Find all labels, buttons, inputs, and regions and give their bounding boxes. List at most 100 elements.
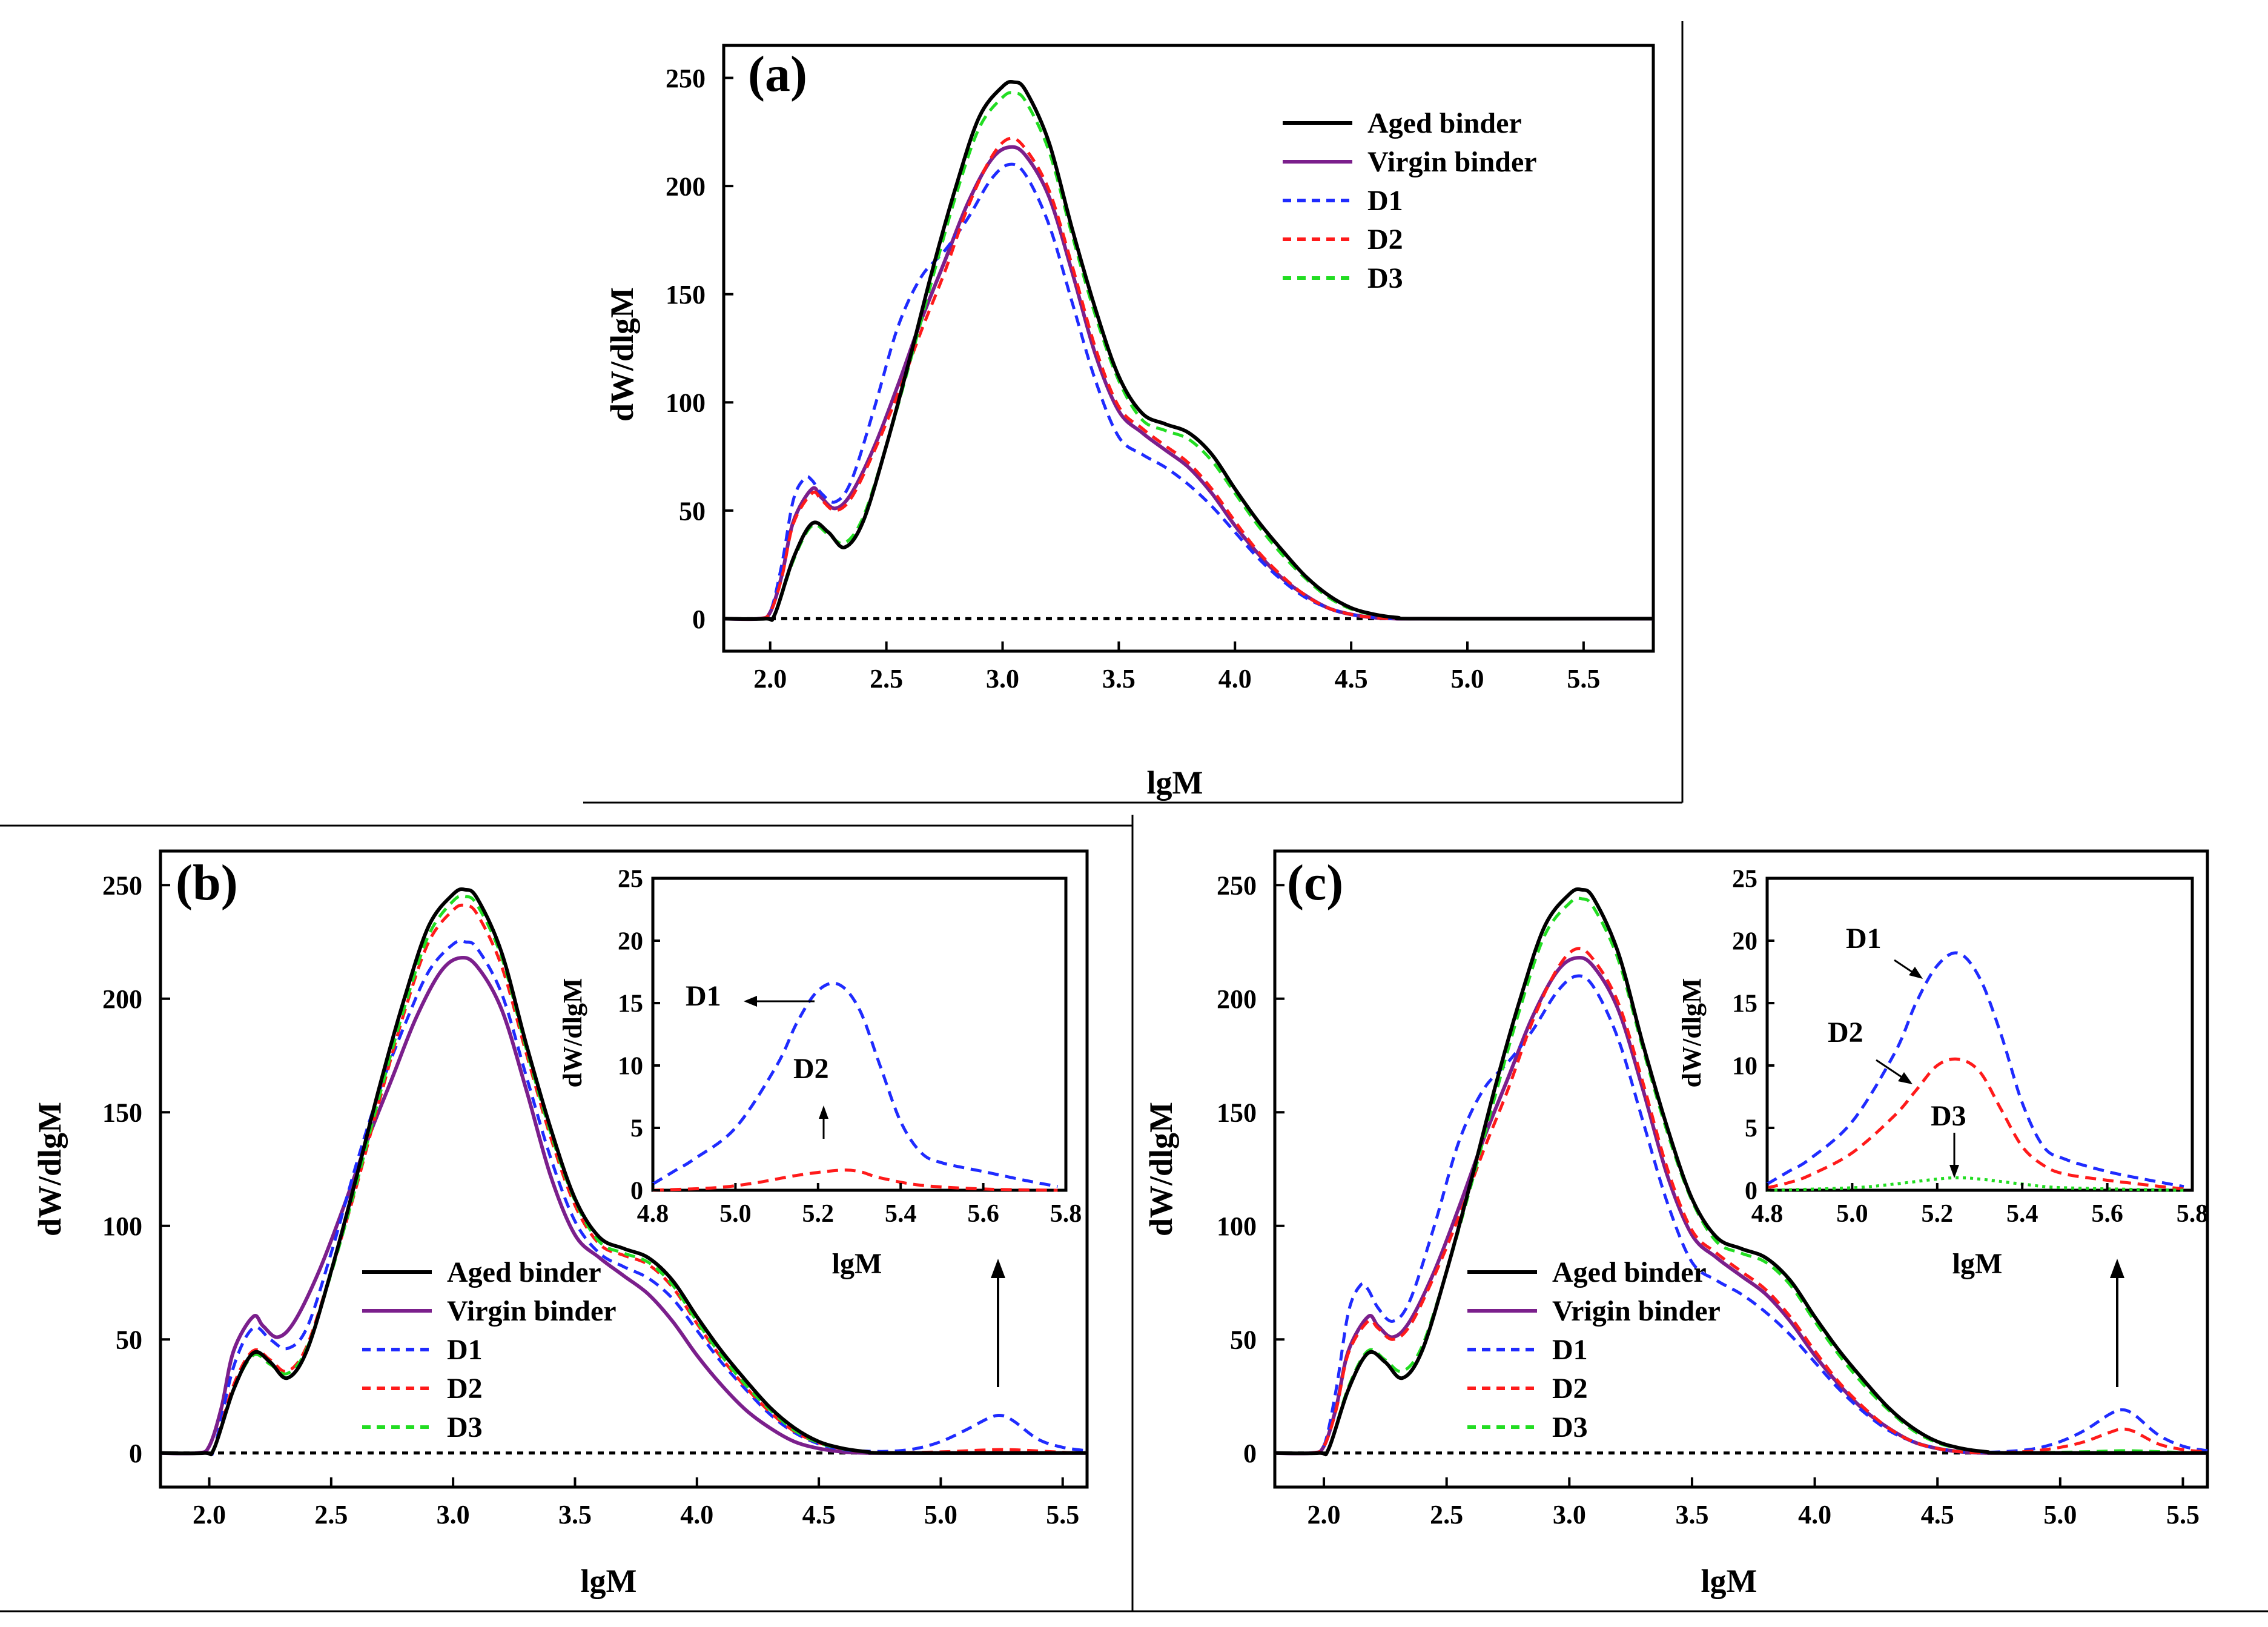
inset-arrow-d1: [1894, 959, 1923, 979]
y-tick-label: 150: [666, 280, 706, 310]
legend-item: D3: [1283, 262, 1403, 294]
legend-item: Aged binder: [1283, 107, 1522, 139]
legend-item: D2: [1467, 1373, 1588, 1405]
x-tick-label: 5.0: [1451, 664, 1484, 694]
x-tick-label: 2.5: [314, 1500, 348, 1529]
legend-label: Aged binder: [1367, 107, 1522, 139]
legend-item: Aged binder: [1467, 1256, 1707, 1288]
panel-label: (b): [176, 855, 238, 911]
inset-plot: 0 5 10 15 20 25 4.8 5.0 5.2 5.4 5.6 5.8 dW/dlgM lg…: [1677, 866, 2208, 1280]
x-tick-label: 3.0: [1553, 1500, 1586, 1529]
arrow-to-inset: [2110, 1259, 2124, 1387]
series-line-d2: [723, 136, 1653, 621]
x-tick-label: 3.5: [1102, 664, 1136, 694]
legend-label: D1: [447, 1334, 483, 1366]
series-group: [723, 79, 1654, 622]
y-tick-label: 250: [666, 64, 706, 93]
y-tick-label: 0: [1243, 1439, 1257, 1468]
x-tick-label: 3.0: [437, 1500, 470, 1529]
inset-arrow-d3: [1949, 1133, 1959, 1178]
x-tick-label: 5.0: [924, 1500, 957, 1529]
x-tick-label: 5.0: [1836, 1200, 1868, 1228]
x-tick-label: 5.2: [1922, 1200, 1954, 1228]
inset-x-axis-ticks: 4.8 5.0 5.2 5.4 5.6 5.8: [637, 1183, 1082, 1228]
inset-x-axis-ticks: 4.8 5.0 5.2 5.4 5.6 5.8: [1751, 1183, 2208, 1228]
x-tick-label: 3.0: [986, 664, 1019, 694]
legend: Aged binder Virgin binder D1 D2 D3: [362, 1256, 617, 1443]
inset-annotation-d3: D3: [1931, 1100, 1966, 1132]
x-tick-label: 4.0: [1798, 1500, 1831, 1529]
y-tick-label: 10: [1732, 1053, 1757, 1081]
series-line-aged: [1274, 887, 2208, 1457]
legend-label: D3: [1367, 262, 1403, 294]
x-tick-label: 2.5: [870, 664, 903, 694]
series-line-virgin: [160, 955, 1087, 1456]
y-tick-label: 200: [666, 172, 706, 202]
series-line-d2: [652, 1168, 1058, 1192]
series-line-virgin: [723, 145, 1653, 621]
inset-y-axis-label: dW/dlgM: [1677, 978, 1707, 1088]
legend-item: D2: [362, 1373, 483, 1405]
inset-series-group: [1766, 951, 2184, 1192]
inset-arrow-d1: [744, 996, 815, 1007]
x-tick-label: 2.0: [193, 1500, 226, 1529]
inset-annotation-d1: D1: [686, 980, 721, 1012]
y-tick-label: 15: [618, 990, 643, 1018]
inset-y-axis-ticks: 0 5 10 15 20 25: [1732, 866, 1774, 1205]
x-tick-label: 4.5: [802, 1500, 836, 1529]
inset-x-axis-label: lgM: [1952, 1248, 2003, 1280]
legend-item: Aged binder: [362, 1256, 601, 1288]
legend-item: D1: [1467, 1334, 1588, 1366]
series-line-aged: [723, 79, 1654, 622]
series-line-d1: [652, 981, 1058, 1188]
x-tick-label: 4.0: [1218, 664, 1252, 694]
x-axis-ticks: 2.0 2.5 3.0 3.5 4.0 4.5 5.0 5.5: [1308, 1477, 2200, 1529]
y-tick-label: 100: [666, 388, 706, 418]
y-tick-label: 0: [692, 605, 706, 634]
series-line-d3: [1767, 1176, 2184, 1192]
series-line-d1: [723, 162, 1653, 621]
legend-item: D1: [1283, 185, 1403, 217]
y-tick-label: 200: [1217, 984, 1257, 1014]
x-tick-label: 4.5: [1921, 1500, 1954, 1529]
x-tick-label: 3.5: [558, 1500, 592, 1529]
y-tick-label: 150: [1217, 1098, 1257, 1128]
y-tick-label: 150: [102, 1098, 142, 1128]
x-axis-label: lgM: [1147, 764, 1203, 801]
x-tick-label: 4.5: [1335, 664, 1368, 694]
x-axis-ticks: 2.0 2.5 3.0 3.5 4.0 4.5 5.0 5.5: [753, 641, 1600, 694]
y-tick-label: 50: [116, 1325, 142, 1355]
y-tick-label: 0: [129, 1439, 142, 1468]
series-line-d1: [1274, 974, 2208, 1456]
x-tick-label: 5.4: [2006, 1200, 2038, 1228]
y-tick-label: 20: [618, 928, 643, 956]
y-tick-label: 25: [1732, 866, 1757, 893]
y-axis-label: dW/dlgM: [1143, 1102, 1179, 1236]
x-tick-label: 3.5: [1675, 1500, 1708, 1529]
legend-label: D1: [1552, 1334, 1588, 1366]
y-axis-label: dW/dlgM: [31, 1102, 68, 1236]
x-axis-label: lgM: [581, 1563, 637, 1599]
y-tick-label: 20: [1732, 928, 1757, 956]
legend-item: D1: [362, 1334, 483, 1366]
x-axis-ticks: 2.0 2.5 3.0 3.5 4.0 4.5 5.0 5.5: [193, 1477, 1079, 1529]
y-tick-label: 5: [630, 1115, 643, 1143]
panel-label: (c): [1287, 855, 1343, 911]
inset-plot-area: [651, 876, 1068, 1192]
y-axis-ticks: 0 50 100 150 200 250: [102, 871, 170, 1468]
arrow-to-inset: [991, 1259, 1005, 1387]
legend-item: D3: [1467, 1411, 1588, 1443]
series-group: [1274, 887, 2208, 1457]
x-tick-label: 2.0: [1308, 1500, 1341, 1529]
legend-label: D1: [1367, 185, 1403, 217]
x-tick-label: 5.5: [1046, 1500, 1079, 1529]
y-tick-label: 50: [1230, 1325, 1257, 1355]
y-tick-label: 0: [1745, 1178, 1757, 1205]
x-tick-label: 4.8: [1751, 1200, 1784, 1228]
series-group: [160, 887, 1088, 1458]
legend: Aged binder Vrigin binder D1 D2 D3: [1467, 1256, 1721, 1443]
legend-item: D2: [1283, 224, 1403, 256]
legend-label: Aged binder: [447, 1256, 601, 1288]
